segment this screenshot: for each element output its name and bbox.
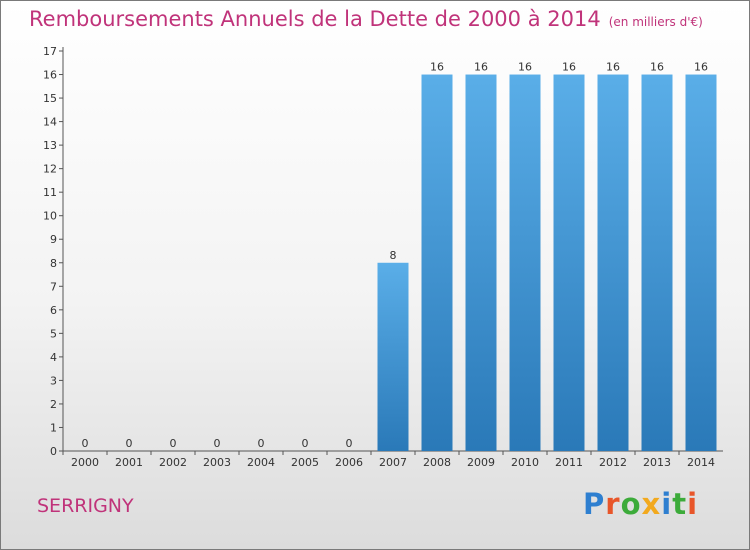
bar-2014: [685, 74, 717, 451]
logo-letter: r: [605, 487, 621, 521]
y-tick-label: 1: [50, 421, 57, 434]
data-label: 0: [302, 437, 309, 450]
bar-2008: [421, 74, 453, 451]
x-tick-label: 2006: [335, 456, 363, 469]
x-tick-label: 2013: [643, 456, 671, 469]
data-label: 0: [170, 437, 177, 450]
y-tick-label: 2: [50, 398, 57, 411]
data-label: 16: [694, 61, 708, 74]
x-tick-label: 2009: [467, 456, 495, 469]
data-label: 0: [82, 437, 89, 450]
data-label: 16: [562, 61, 576, 74]
y-tick-label: 17: [43, 45, 57, 58]
y-tick-label: 16: [43, 69, 57, 82]
data-label: 0: [214, 437, 221, 450]
bar-2009: [465, 74, 497, 451]
y-tick-label: 14: [43, 116, 57, 129]
x-tick-label: 2010: [511, 456, 539, 469]
chart-labels: 2000 0 2001 0 2002 0 2003 0 2004 0 2005 0 2006 0 2007 8…: [71, 61, 715, 469]
bar-2007: [377, 262, 409, 451]
logo-letter: P: [583, 487, 606, 521]
logo-letter: i: [661, 487, 673, 521]
data-label: 16: [474, 61, 488, 74]
chart-title: Remboursements Annuels de la Dette de 20…: [29, 7, 703, 31]
logo-letter: i: [687, 487, 699, 521]
x-tick-label: 2014: [687, 456, 715, 469]
data-label: 8: [390, 249, 397, 262]
y-tick-label: 5: [50, 327, 57, 340]
data-label: 0: [126, 437, 133, 450]
y-tick-label: 3: [50, 374, 57, 387]
y-tick-label: 4: [50, 351, 57, 364]
x-tick-label: 2007: [379, 456, 407, 469]
y-tick-label: 0: [50, 445, 57, 458]
chart-unit: (en milliers d'€): [608, 15, 703, 29]
logo-letter: o: [620, 487, 642, 521]
logo-letter: t: [672, 487, 688, 521]
y-tick-label: 12: [43, 163, 57, 176]
x-tick-label: 2000: [71, 456, 99, 469]
data-label: 16: [606, 61, 620, 74]
y-tick-label: 6: [50, 304, 57, 317]
commune-name: SERRIGNY: [37, 495, 134, 517]
y-tick-label: 10: [43, 210, 57, 223]
data-label: 16: [650, 61, 664, 74]
y-tick-label: 15: [43, 92, 57, 105]
x-tick-label: 2002: [159, 456, 187, 469]
x-tick-label: 2012: [599, 456, 627, 469]
logo-letter: x: [641, 487, 662, 521]
x-tick-label: 2003: [203, 456, 231, 469]
y-tick-label: 9: [50, 233, 57, 246]
data-label: 0: [346, 437, 353, 450]
bar-2013: [641, 74, 673, 451]
x-tick-label: 2011: [555, 456, 583, 469]
data-label: 0: [258, 437, 265, 450]
bar-2012: [597, 74, 629, 451]
x-tick-label: 2005: [291, 456, 319, 469]
data-label: 16: [518, 61, 532, 74]
x-tick-label: 2004: [247, 456, 275, 469]
bar-2010: [509, 74, 541, 451]
chart-title-text: Remboursements Annuels de la Dette de 20…: [29, 7, 601, 31]
y-tick-label: 7: [50, 280, 57, 293]
y-tick-label: 8: [50, 257, 57, 270]
chart-bars: [377, 74, 717, 451]
proxiti-logo: Proxiti: [583, 487, 698, 521]
y-tick-label: 11: [43, 186, 57, 199]
x-tick-label: 2001: [115, 456, 143, 469]
bar-2011: [553, 74, 585, 451]
x-tick-label: 2008: [423, 456, 451, 469]
data-label: 16: [430, 61, 444, 74]
y-tick-label: 13: [43, 139, 57, 152]
